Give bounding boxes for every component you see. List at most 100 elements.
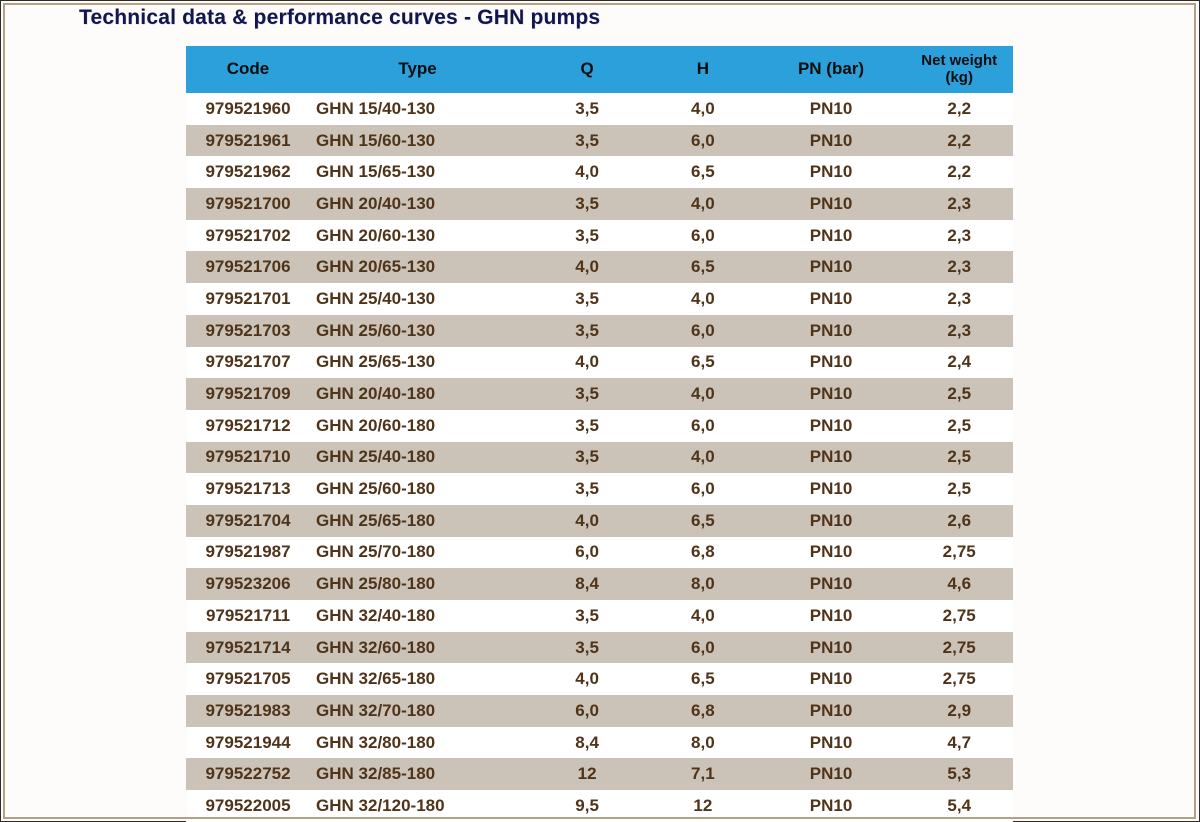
table-row: 979521709 GHN 20/40-180 3,5 4,0 PN10 2,5 bbox=[186, 378, 1013, 410]
table-cell-pn: PN10 bbox=[809, 162, 853, 182]
table-cell-type: GHN 25/80-180 bbox=[316, 574, 436, 594]
table-cell-code: 979523206 bbox=[205, 574, 291, 594]
table-cell-code: 979521714 bbox=[205, 637, 291, 657]
table-cell-q: 6,0 bbox=[575, 542, 599, 562]
table-cell-type: GHN 20/60-180 bbox=[316, 415, 436, 435]
table-cell-pn: PN10 bbox=[809, 193, 853, 213]
column-header-net-weight: Net weight (kg) bbox=[921, 52, 998, 86]
table-cell-type: GHN 32/60-180 bbox=[316, 637, 436, 657]
table-cell-q: 3,5 bbox=[575, 225, 599, 245]
table-cell-pn: PN10 bbox=[809, 637, 853, 657]
table-cell-pn: PN10 bbox=[809, 384, 853, 404]
table-cell-weight: 5,4 bbox=[947, 795, 972, 815]
table-cell-code: 979521962 bbox=[205, 162, 291, 182]
table-cell-weight: 2,75 bbox=[942, 669, 976, 689]
table-row: 979521944 GHN 32/80-180 8,4 8,0 PN10 4,7 bbox=[186, 726, 1013, 759]
table-row: 979521983 GHN 32/70-180 6,0 6,8 PN10 2,9 bbox=[186, 695, 1013, 727]
page-title: Technical data & performance curves - GH… bbox=[79, 6, 601, 29]
table-cell-code: 979521983 bbox=[205, 700, 291, 720]
table-row: 979522752 GHN 32/85-180 12 7,1 PN10 5,3 bbox=[186, 758, 1013, 791]
table-cell-type: GHN 15/65-130 bbox=[316, 162, 436, 182]
table-cell-h: 6,8 bbox=[691, 542, 715, 562]
table-row: 979521711 GHN 32/40-180 3,5 4,0 PN10 2,75 bbox=[186, 600, 1013, 632]
table-cell-type: GHN 32/70-180 bbox=[316, 700, 436, 720]
table-cell-pn: PN10 bbox=[809, 447, 853, 467]
table-cell-type: GHN 25/60-130 bbox=[316, 320, 436, 340]
column-header-pn: PN (bar) bbox=[797, 59, 865, 79]
table-cell-pn: PN10 bbox=[809, 542, 853, 562]
table-row: 979521705 GHN 32/65-180 4,0 6,5 PN10 2,75 bbox=[186, 663, 1013, 696]
table-cell-code: 979521711 bbox=[205, 605, 291, 625]
table-cell-q: 3,5 bbox=[575, 415, 599, 435]
table-cell-h: 6,8 bbox=[691, 700, 715, 720]
table-row: 979521704 GHN 25/65-180 4,0 6,5 PN10 2,6 bbox=[186, 504, 1013, 537]
table-cell-h: 8,0 bbox=[691, 574, 715, 594]
table-cell-q: 3,5 bbox=[575, 384, 599, 404]
table-cell-code: 979521707 bbox=[205, 352, 291, 372]
table-cell-h: 4,0 bbox=[691, 605, 715, 625]
table-cell-q: 3,5 bbox=[575, 320, 599, 340]
table-cell-type: GHN 25/40-180 bbox=[316, 447, 436, 467]
table-cell-q: 4,0 bbox=[575, 257, 599, 277]
table-cell-q: 3,5 bbox=[575, 288, 599, 308]
table-cell-weight: 4,7 bbox=[947, 732, 972, 752]
table-cell-h: 6,5 bbox=[691, 352, 715, 372]
table-cell-q: 9,5 bbox=[575, 795, 599, 815]
table-cell-q: 4,0 bbox=[575, 510, 599, 530]
table-cell-h: 4,0 bbox=[691, 384, 715, 404]
table-cell-pn: PN10 bbox=[809, 510, 853, 530]
table-cell-pn: PN10 bbox=[809, 669, 853, 689]
table-cell-type: GHN 25/65-130 bbox=[316, 352, 436, 372]
table-cell-weight: 2,5 bbox=[947, 447, 972, 467]
table-cell-weight: 2,3 bbox=[947, 257, 972, 277]
table-cell-q: 3,5 bbox=[575, 605, 599, 625]
table-cell-type: GHN 20/40-180 bbox=[316, 384, 436, 404]
pump-data-table: Code Type Q H PN (bar) Net weight (kg) 9… bbox=[186, 46, 1013, 822]
table-cell-code: 979521706 bbox=[205, 257, 291, 277]
column-header-q: Q bbox=[580, 59, 594, 79]
table-row: 979521962 GHN 15/65-130 4,0 6,5 PN10 2,2 bbox=[186, 156, 1013, 189]
table-cell-pn: PN10 bbox=[809, 225, 853, 245]
table-cell-weight: 2,4 bbox=[947, 352, 972, 372]
table-cell-code: 979521702 bbox=[205, 225, 291, 245]
table-cell-h: 4,0 bbox=[691, 193, 715, 213]
table-cell-type: GHN 20/65-130 bbox=[316, 257, 436, 277]
table-cell-weight: 2,9 bbox=[947, 700, 972, 720]
table-cell-code: 979522752 bbox=[205, 764, 291, 784]
table-row: 979521700 GHN 20/40-130 3,5 4,0 PN10 2,3 bbox=[186, 188, 1013, 220]
table-row: 979523206 GHN 25/80-180 8,4 8,0 PN10 4,6 bbox=[186, 568, 1013, 600]
table-cell-code: 979521944 bbox=[205, 732, 291, 752]
table-cell-weight: 2,5 bbox=[947, 415, 972, 435]
table-cell-q: 4,0 bbox=[575, 162, 599, 182]
table-cell-weight: 2,3 bbox=[947, 193, 972, 213]
table-cell-type: GHN 15/60-130 bbox=[316, 130, 436, 150]
table-cell-pn: PN10 bbox=[809, 130, 853, 150]
table-cell-weight: 2,3 bbox=[947, 320, 972, 340]
table-cell-code: 979521704 bbox=[205, 510, 291, 530]
table-row: 979521960 GHN 15/40-130 3,5 4,0 PN10 2,2 bbox=[186, 93, 1013, 125]
table-cell-h: 7,1 bbox=[691, 764, 715, 784]
table-cell-q: 3,5 bbox=[575, 98, 599, 118]
table-cell-q: 3,5 bbox=[575, 193, 599, 213]
table-cell-q: 3,5 bbox=[575, 479, 599, 499]
table-row: 979521701 GHN 25/40-130 3,5 4,0 PN10 2,3 bbox=[186, 283, 1013, 315]
table-cell-h: 4,0 bbox=[691, 288, 715, 308]
table-cell-weight: 4,6 bbox=[947, 574, 972, 594]
table-cell-weight: 2,2 bbox=[947, 98, 972, 118]
table-cell-weight: 2,5 bbox=[947, 384, 972, 404]
table-cell-code: 979521960 bbox=[205, 98, 291, 118]
table-cell-q: 6,0 bbox=[575, 700, 599, 720]
table-header-row: Code Type Q H PN (bar) Net weight (kg) bbox=[186, 46, 1013, 93]
table-cell-weight: 2,75 bbox=[942, 542, 976, 562]
column-header-code: Code bbox=[226, 59, 270, 79]
table-cell-weight: 2,6 bbox=[947, 510, 972, 530]
table-cell-q: 3,5 bbox=[575, 637, 599, 657]
table-cell-q: 8,4 bbox=[575, 732, 599, 752]
table-cell-h: 6,5 bbox=[691, 257, 715, 277]
table-cell-pn: PN10 bbox=[809, 98, 853, 118]
table-cell-h: 6,0 bbox=[691, 130, 715, 150]
table-cell-h: 6,0 bbox=[691, 320, 715, 340]
table-cell-type: GHN 15/40-130 bbox=[316, 98, 436, 118]
table-cell-h: 6,5 bbox=[691, 510, 715, 530]
